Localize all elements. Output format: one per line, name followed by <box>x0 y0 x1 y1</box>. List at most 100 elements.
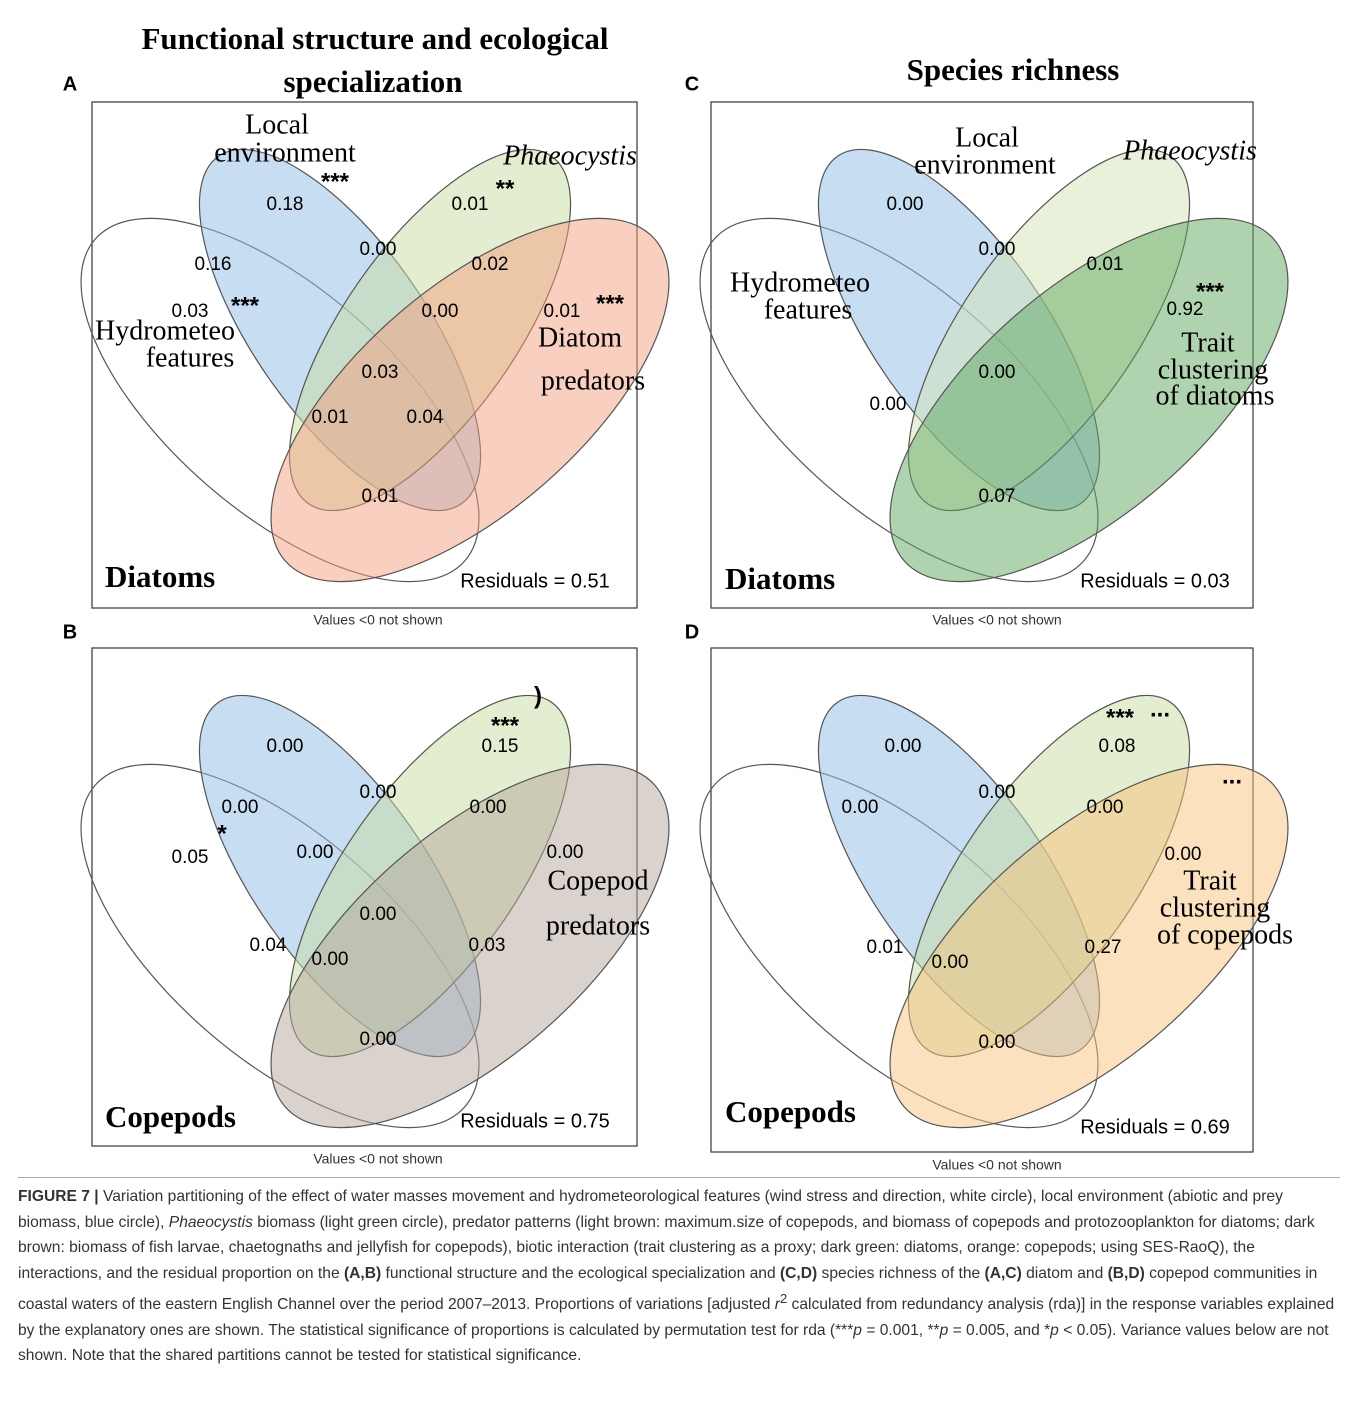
region-value: 0.00 <box>979 362 1016 383</box>
caption-text: p <box>939 1321 949 1339</box>
significance: *** <box>1106 704 1135 731</box>
region-value: 0.00 <box>297 842 334 863</box>
set-label: features <box>764 294 853 325</box>
residuals: Residuals = 0.69 <box>1080 1116 1230 1138</box>
caption-text: p <box>1050 1321 1059 1339</box>
set-label: predators <box>546 910 650 941</box>
set-label: Trait <box>1181 327 1235 358</box>
region-value: 0.00 <box>885 736 922 757</box>
region-value: 0.00 <box>547 842 584 863</box>
region-value: 0.92 <box>1167 299 1204 320</box>
group-label: Copepods <box>105 1099 236 1134</box>
panel-letter: C <box>685 73 699 95</box>
venn-set <box>889 217 1289 583</box>
caption-text: p <box>853 1321 862 1339</box>
caption-text: (A,C) <box>984 1264 1022 1282</box>
panel-letter: D <box>685 621 699 643</box>
footnote: Values <0 not shown <box>932 612 1061 628</box>
region-value: 0.27 <box>1085 937 1122 958</box>
region-value: 0.00 <box>979 239 1016 260</box>
region-value: 0.00 <box>312 949 349 970</box>
significance: ) <box>534 682 542 709</box>
region-value: 0.00 <box>360 1029 397 1050</box>
panel-title: Species richness <box>907 52 1120 87</box>
caption-text: calculated from redundancy analysis (rda… <box>18 1296 1335 1339</box>
region-value: 0.00 <box>932 952 969 973</box>
set-label: Hydrometeo <box>95 315 235 346</box>
set-label: clustering <box>1158 354 1268 385</box>
set-label: Trait <box>1183 865 1237 896</box>
caption-text: species richness of the <box>817 1264 985 1282</box>
region-value: 0.07 <box>979 486 1016 507</box>
region-value: 0.00 <box>870 394 907 415</box>
region-value: 0.01 <box>312 407 349 428</box>
region-value: 0.03 <box>469 935 506 956</box>
caption-text: (C,D) <box>779 1264 818 1282</box>
footnote: Values <0 not shown <box>932 1157 1061 1172</box>
region-value: 0.00 <box>887 194 924 215</box>
significance: ... <box>1222 762 1242 789</box>
set-label: environment <box>914 149 1056 180</box>
caption: FIGURE 7 | Variation partitioning of the… <box>18 1177 1340 1369</box>
set-label: Local <box>955 122 1019 153</box>
caption-text: < 0.05). Variance values below are not s… <box>18 1321 1329 1365</box>
set-label: clustering <box>1160 892 1270 923</box>
significance: *** <box>231 292 260 319</box>
caption-text: (B,D) <box>1107 1264 1145 1282</box>
region-value: 0.04 <box>407 407 444 428</box>
region-value: 0.02 <box>472 254 509 275</box>
set-label: Diatom <box>538 322 622 353</box>
significance: *** <box>321 168 350 195</box>
region-value: 0.00 <box>470 797 507 818</box>
caption-text: 2 <box>779 1291 788 1306</box>
set-label: of diatoms <box>1156 380 1275 411</box>
set-label: environment <box>214 137 356 168</box>
figure: A Functional structure and ecological spec… <box>63 21 1293 1173</box>
region-value: 0.00 <box>979 1032 1016 1053</box>
caption-text: Variation partitioning of the effect of … <box>18 1188 1283 1231</box>
set-label: predators <box>541 365 645 396</box>
group-label: Copepods <box>725 1094 856 1129</box>
region-value: 0.00 <box>1087 797 1124 818</box>
footnote: Values <0 not shown <box>313 1151 442 1167</box>
set-label: Phaeocystis <box>1122 135 1257 166</box>
set-label: Phaeocystis <box>502 140 637 171</box>
region-value: 0.00 <box>360 782 397 803</box>
region-value: 0.01 <box>362 486 399 507</box>
region-value: 0.00 <box>422 301 459 322</box>
region-value: 0.08 <box>1099 736 1136 757</box>
region-value: 0.01 <box>544 301 581 322</box>
venn-set <box>270 763 670 1129</box>
significance: ** <box>496 175 515 202</box>
caption-text: = 0.005, and * <box>948 1321 1051 1339</box>
region-value: 0.00 <box>842 797 879 818</box>
region-value: 0.05 <box>172 847 209 868</box>
region-value: 0.01 <box>1087 254 1124 275</box>
caption-label: FIGURE 7 | <box>18 1188 99 1205</box>
significance: * <box>217 820 227 847</box>
footnote: Values <0 not shown <box>313 612 442 628</box>
group-label: Diatoms <box>105 559 215 594</box>
residuals: Residuals = 0.75 <box>460 1110 610 1132</box>
panel-title: Functional structure and ecological <box>142 21 609 56</box>
region-value: 0.16 <box>195 254 232 275</box>
set-label: Local <box>245 109 309 140</box>
caption-text: diatom and <box>1021 1264 1108 1282</box>
caption-text: biomass (light green circle), predator p… <box>18 1213 1315 1282</box>
region-value: 0.03 <box>172 301 209 322</box>
panel-letter: A <box>63 73 77 95</box>
significance: *** <box>596 290 625 317</box>
region-value: 0.00 <box>222 797 259 818</box>
venn-set <box>270 217 670 583</box>
region-value: 0.03 <box>362 362 399 383</box>
residuals: Residuals = 0.51 <box>460 570 610 592</box>
set-label: of copepods <box>1157 919 1293 950</box>
panel-letter: B <box>63 621 77 643</box>
caption-text: copepod communities in coastal waters of… <box>18 1264 1318 1314</box>
caption-text: = 0.001, ** <box>861 1321 940 1339</box>
caption-text: Phaeocystis <box>168 1213 253 1231</box>
significance: *** <box>1196 278 1225 305</box>
residuals: Residuals = 0.03 <box>1080 570 1230 592</box>
caption-text: functional structure and the ecological … <box>381 1264 780 1282</box>
